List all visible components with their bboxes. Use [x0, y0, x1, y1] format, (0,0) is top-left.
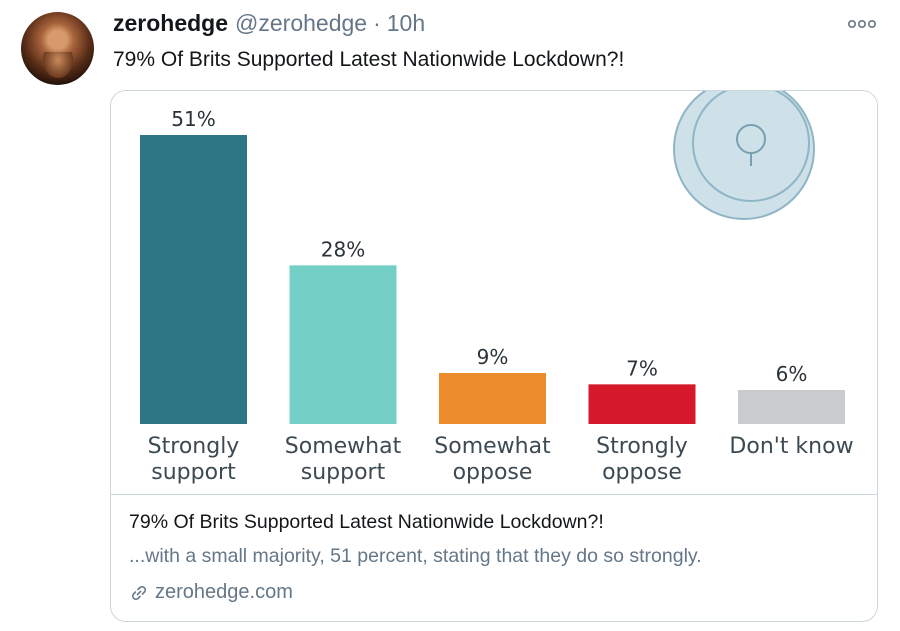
- category-label: Strongly: [596, 434, 688, 459]
- link-card[interactable]: 51% Strongly support 28% Somewhat support 9% So…: [110, 90, 878, 622]
- card-domain[interactable]: zerohedge.com: [129, 581, 293, 604]
- bar-value-label: 7%: [626, 356, 658, 380]
- avatar[interactable]: [21, 12, 94, 85]
- category-label: Strongly: [148, 434, 240, 459]
- bar-0: [140, 135, 247, 424]
- card-image[interactable]: 51% Strongly support 28% Somewhat support 9% So…: [111, 91, 877, 495]
- category-label: oppose: [602, 460, 682, 485]
- display-name[interactable]: zerohedge: [113, 10, 229, 36]
- bar-value-label: 6%: [776, 362, 808, 386]
- category-label: Somewhat: [434, 434, 551, 459]
- card-description: ...with a small majority, 51 percent, st…: [129, 545, 702, 567]
- category-label: Don't know: [729, 434, 853, 459]
- bar-1: [289, 265, 397, 424]
- link-icon: [132, 585, 146, 600]
- tweet-text: 79% Of Brits Supported Latest Nationwide…: [113, 48, 625, 71]
- bar-chart: 51%Stronglysupport28%Somewhatsupport9%So…: [140, 91, 854, 485]
- category-label: support: [301, 460, 386, 485]
- bar-3: [588, 384, 696, 424]
- card-domain-text: zerohedge.com: [155, 581, 293, 603]
- category-label: support: [151, 460, 236, 485]
- separator-dot: ·: [373, 10, 381, 36]
- bar-value-label: 51%: [171, 107, 215, 131]
- bar-value-label: 28%: [321, 237, 365, 261]
- statista-watermark-icon: [673, 91, 815, 220]
- card-title[interactable]: 79% Of Brits Supported Latest Nationwide…: [129, 511, 604, 533]
- tweet-header: zerohedge @zerohedge · 10h: [113, 10, 425, 40]
- more-options-icon[interactable]: [847, 17, 877, 31]
- user-handle[interactable]: @zerohedge: [235, 10, 368, 36]
- tweet-time[interactable]: 10h: [386, 10, 426, 36]
- category-label: oppose: [453, 460, 533, 485]
- bar-4: [738, 390, 845, 424]
- card-info[interactable]: 79% Of Brits Supported Latest Nationwide…: [111, 495, 877, 621]
- category-label: Somewhat: [285, 434, 402, 459]
- bar-value-label: 9%: [477, 345, 509, 369]
- bar-2: [439, 373, 546, 424]
